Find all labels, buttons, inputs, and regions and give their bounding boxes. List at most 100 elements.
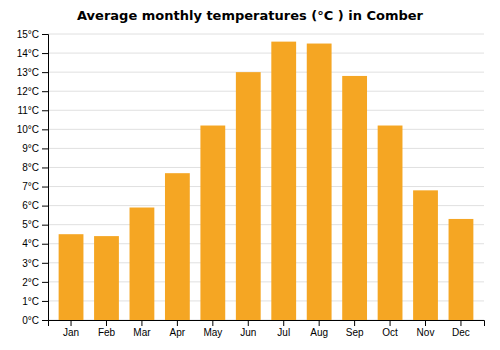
y-tick: 11°C <box>17 105 48 116</box>
grid-line <box>48 129 484 130</box>
x-tick-mark <box>283 320 284 326</box>
bar <box>307 44 332 320</box>
y-tick-label: 8°C <box>22 162 39 173</box>
y-tick-mark <box>42 129 48 130</box>
y-tick-label: 4°C <box>22 238 39 249</box>
grid-line <box>48 148 484 149</box>
y-tick-mark <box>42 148 48 149</box>
y-tick-label: 7°C <box>22 181 39 192</box>
grid-line <box>48 72 484 73</box>
y-tick-label: 2°C <box>22 277 39 288</box>
y-tick: 3°C <box>22 258 48 269</box>
y-axis-line <box>42 35 49 321</box>
chart-svg: 0°C 1°C 2°C 3°C 4°C 5°C 6°C 7°C 8°C 9°C 10°C 11°C 12… <box>0 0 500 350</box>
x-tick-mark <box>212 320 213 326</box>
y-tick-mark <box>42 91 48 92</box>
x-tick-mark <box>390 320 391 326</box>
y-tick: 8°C <box>22 162 48 173</box>
y-tick-label: 0°C <box>22 315 39 326</box>
y-tick-mark <box>42 167 48 168</box>
y-tick-mark <box>42 110 48 111</box>
x-tick: Dec <box>452 320 470 338</box>
bar <box>59 234 84 320</box>
x-tick-label: Dec <box>452 327 470 338</box>
grid-line <box>48 91 484 92</box>
y-tick-mark <box>42 320 48 321</box>
x-tick-mark <box>460 320 461 326</box>
y-tick: 0°C <box>22 315 48 326</box>
y-tick-label: 5°C <box>22 219 39 230</box>
x-tick-mark <box>425 320 426 326</box>
title: Average monthly temperatures (°C ) in Co… <box>77 8 424 23</box>
y-tick-label: 10°C <box>17 124 39 135</box>
y-tick-mark <box>42 187 48 188</box>
x-tick-label: Nov <box>417 327 435 338</box>
y-tick-label: 11°C <box>17 105 39 116</box>
x-tick-label: May <box>203 327 222 338</box>
y-tick: 2°C <box>22 277 48 288</box>
y-tick-mark <box>42 225 48 226</box>
y-tick-label: 9°C <box>22 143 39 154</box>
y-tick-mark <box>42 53 48 54</box>
x-tick-label: Jun <box>240 327 256 338</box>
x-tick-mark <box>354 320 355 326</box>
x-tick-mark <box>319 320 320 326</box>
bar <box>342 76 367 320</box>
y-tick: 14°C <box>17 48 48 59</box>
bar <box>271 42 296 320</box>
y-tick: 13°C <box>17 67 48 78</box>
x-tick-label: Aug <box>310 327 328 338</box>
bar <box>200 126 225 320</box>
x-axis-line <box>49 321 485 327</box>
x-tick: Oct <box>382 320 398 338</box>
x-tick-label: Jul <box>277 327 290 338</box>
x-tick: Apr <box>170 320 186 338</box>
plot-area: 0°C 1°C 2°C 3°C 4°C 5°C 6°C 7°C 8°C 9°C 10°C 11°C 12… <box>17 29 485 338</box>
bar <box>449 219 474 320</box>
y-tick: 1°C <box>22 296 48 307</box>
x-tick-mark <box>141 320 142 326</box>
x-tick-mark <box>106 320 107 326</box>
x-tick-label: Feb <box>98 327 116 338</box>
grid-line <box>48 110 484 111</box>
y-tick: 12°C <box>17 86 48 97</box>
x-tick-label: Sep <box>346 327 364 338</box>
x-tick: Mar <box>133 320 151 338</box>
bar <box>236 72 261 320</box>
y-tick-mark <box>42 244 48 245</box>
y-tick-mark <box>42 282 48 283</box>
bar <box>378 126 403 320</box>
x-tick: Jan <box>63 320 79 338</box>
grid-line <box>48 53 484 54</box>
y-axis: 0°C 1°C 2°C 3°C 4°C 5°C 6°C 7°C 8°C 9°C 10°C 11°C 12… <box>17 29 49 326</box>
y-tick-label: 6°C <box>22 200 39 211</box>
x-tick: Sep <box>346 320 364 338</box>
bar <box>413 190 438 320</box>
x-tick-label: Mar <box>133 327 151 338</box>
x-axis: Jan Feb Mar Apr May Jun Jul Aug Sep Oct Nov Dec <box>49 320 485 338</box>
x-tick-label: Oct <box>382 327 398 338</box>
x-tick-label: Apr <box>170 327 186 338</box>
grid <box>48 34 484 320</box>
y-tick-mark <box>42 72 48 73</box>
x-tick: Nov <box>417 320 435 338</box>
y-tick-label: 13°C <box>17 67 39 78</box>
x-tick: Jun <box>240 320 256 338</box>
x-tick: May <box>203 320 222 338</box>
y-tick-mark <box>42 301 48 302</box>
y-tick-label: 14°C <box>17 48 39 59</box>
bar <box>165 173 190 320</box>
y-tick-label: 3°C <box>22 258 39 269</box>
x-tick-mark <box>177 320 178 326</box>
y-tick-label: 1°C <box>22 296 39 307</box>
y-tick-mark <box>42 34 48 35</box>
grid-line <box>48 34 484 35</box>
bars <box>59 42 474 320</box>
bar <box>130 208 155 320</box>
x-tick-label: Jan <box>63 327 79 338</box>
grid-line <box>48 186 484 187</box>
y-tick: 15°C <box>17 29 48 40</box>
bar <box>94 236 119 320</box>
y-tick: 5°C <box>22 219 48 230</box>
x-tick: Jul <box>277 320 290 338</box>
